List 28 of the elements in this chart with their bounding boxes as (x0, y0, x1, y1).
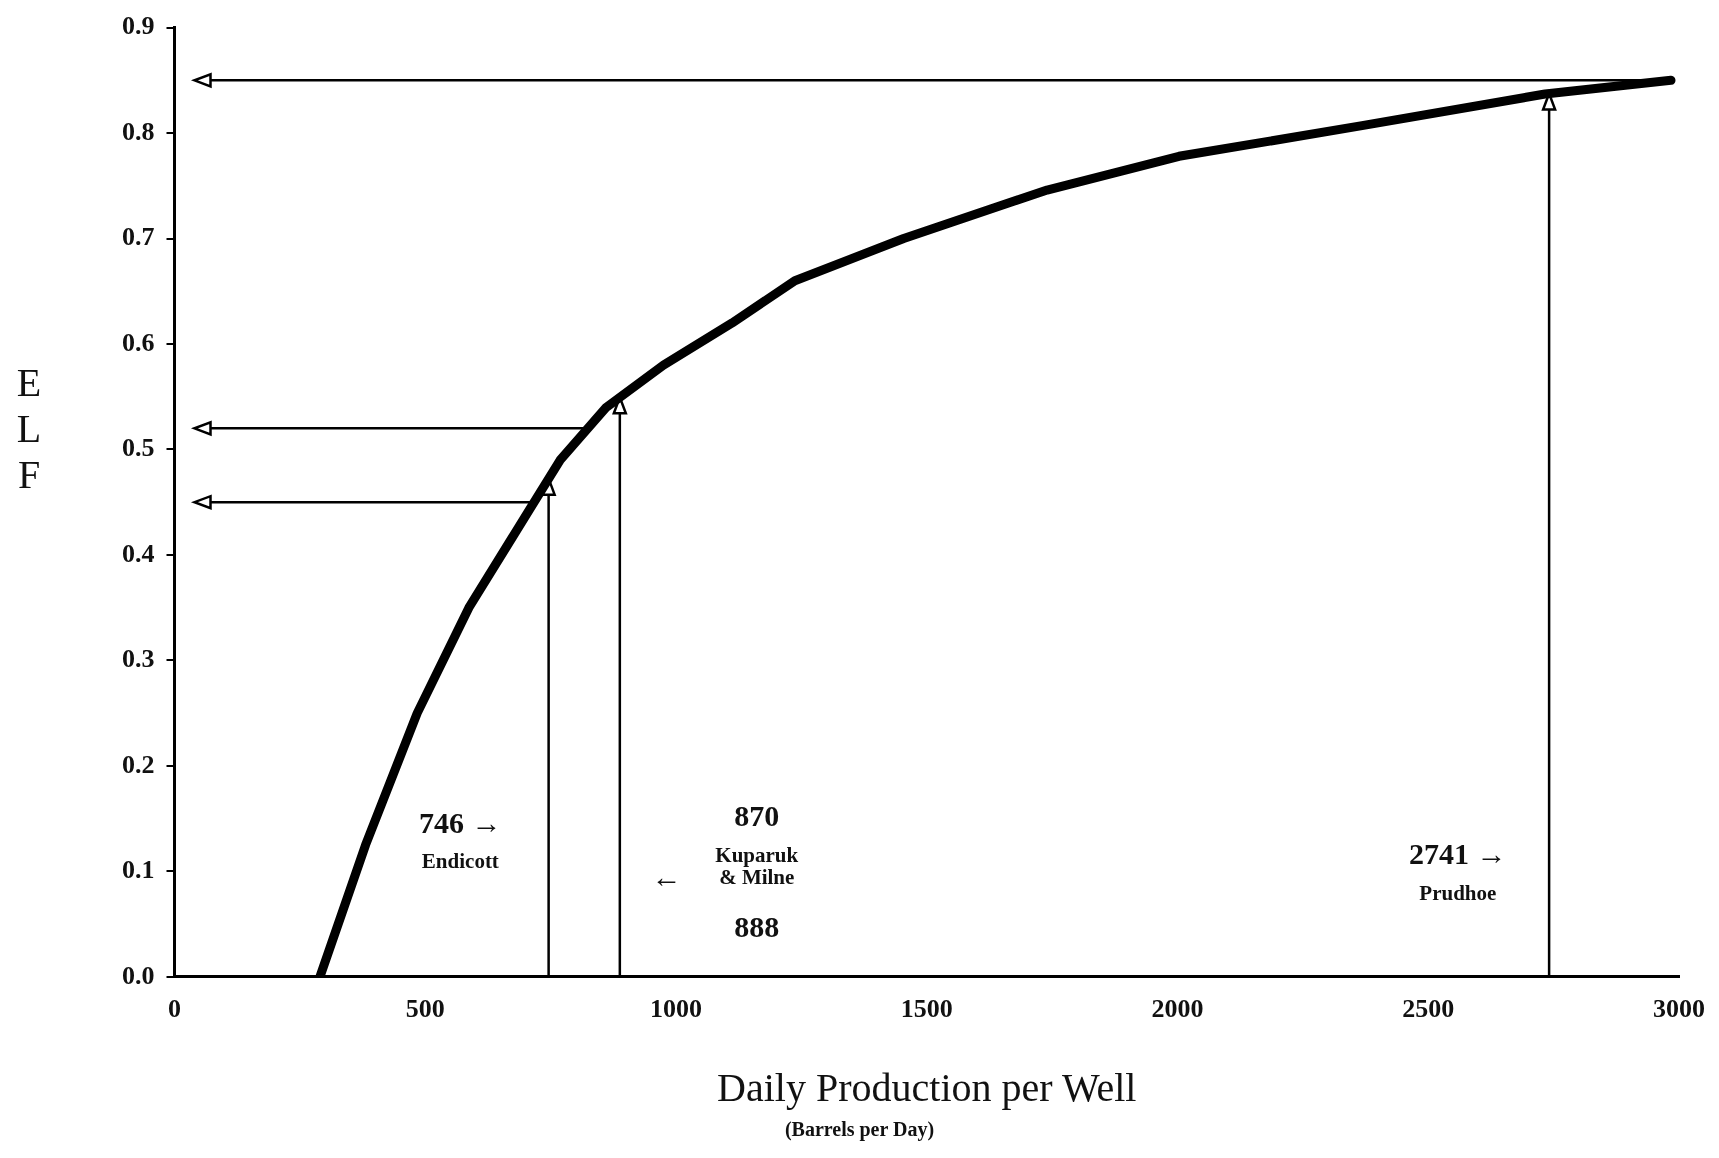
annotation: 746 → (419, 805, 502, 839)
y-tick-label: 0.3 (122, 644, 155, 674)
y-tick-label: 0.6 (122, 327, 155, 357)
annotation: 870 (734, 799, 780, 833)
x-tick-label: 1500 (900, 994, 953, 1024)
annotation: Endicott (421, 849, 499, 874)
x-tick-label: 0 (168, 994, 181, 1024)
annotation: 2741 → (1409, 837, 1507, 870)
y-tick-label: 0.9 (122, 11, 155, 41)
annotation: 888 (734, 910, 780, 944)
y-tick-label: 0.2 (122, 749, 155, 779)
y-tick-label: 0.4 (122, 538, 155, 568)
x-tick-label: 1000 (650, 994, 702, 1024)
x-tick-label: 500 (405, 994, 445, 1024)
y-axis-title: ELF (15, 360, 43, 498)
annotation: Prudhoe (1419, 880, 1497, 905)
x-tick-label: 2500 (1402, 994, 1455, 1024)
x-tick-label: 2000 (1151, 994, 1204, 1024)
text: (Barrels per Day) (783, 1118, 936, 1141)
x-tick-label: 3000 (1653, 994, 1705, 1024)
annotation: ← (651, 859, 682, 893)
y-tick-label: 0.1 (122, 855, 155, 885)
y-tick-label: 0.0 (122, 960, 155, 990)
x-axis-title: Daily Production per Well (717, 1064, 1137, 1110)
y-tick-label: 0.8 (122, 116, 155, 146)
y-tick-label: 0.5 (122, 433, 155, 463)
annotation: Kuparuk (715, 842, 799, 867)
y-tick-label: 0.7 (122, 222, 155, 252)
